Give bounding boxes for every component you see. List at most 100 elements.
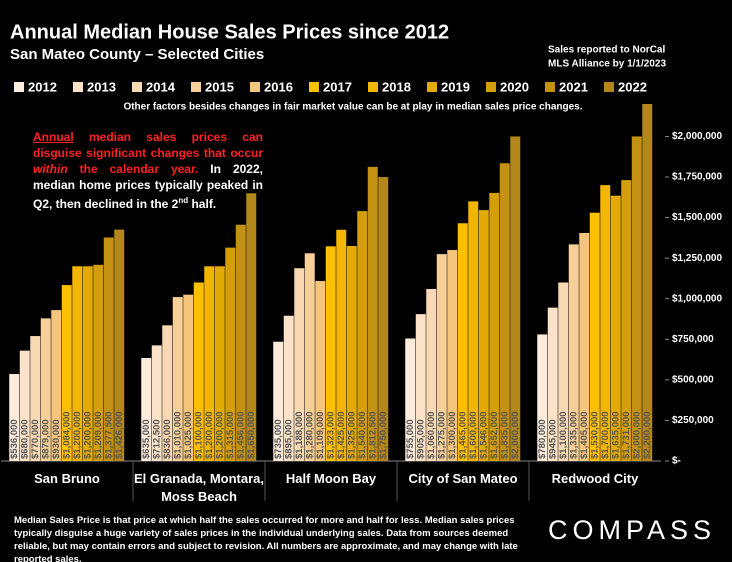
data-label: $945,000 — [548, 419, 559, 459]
bar — [172, 297, 183, 461]
y-tick-label: $250,000 — [672, 415, 714, 426]
bar — [478, 210, 489, 461]
bar — [558, 282, 569, 461]
data-label: $1,200,000 — [204, 411, 215, 459]
legend-swatch — [309, 82, 319, 92]
bar — [415, 314, 426, 461]
bar — [405, 338, 416, 461]
bar — [204, 266, 215, 461]
annotation-text: median sales prices can disguise signifi… — [33, 130, 263, 160]
data-label: $895,000 — [284, 419, 295, 459]
annotation-text: Annual — [33, 130, 74, 144]
bar — [304, 253, 315, 461]
bar — [346, 245, 357, 461]
legend-label: 2015 — [205, 79, 234, 94]
legend-label: 2017 — [323, 79, 352, 94]
bar — [225, 247, 236, 461]
bar — [468, 201, 479, 461]
bar — [447, 250, 458, 461]
bar — [489, 192, 500, 461]
legend-swatch — [250, 82, 260, 92]
data-label: $1,335,000 — [569, 411, 580, 459]
data-label: $1,188,000 — [294, 411, 305, 459]
bar — [336, 229, 347, 461]
bar — [537, 334, 548, 461]
legend-swatch — [486, 82, 496, 92]
legend-label: 2013 — [87, 79, 116, 94]
data-label: $1,750,000 — [378, 411, 389, 459]
bar — [51, 310, 62, 461]
bar — [642, 104, 653, 461]
bar — [378, 177, 389, 462]
y-tick-label: $1,250,000 — [672, 253, 722, 264]
y-tick-label: $2,000,000 — [672, 131, 722, 142]
annotation-text: nd — [178, 196, 189, 205]
legend-label: 2022 — [618, 79, 647, 94]
y-tick-label: $- — [672, 456, 681, 467]
y-tick-label: $1,000,000 — [672, 293, 722, 304]
data-label: $1,209,000 — [93, 411, 104, 459]
data-label: $1,100,000 — [194, 411, 205, 459]
data-label: $1,540,000 — [357, 411, 368, 459]
bar — [610, 195, 621, 462]
x-tick-label: El Granada, Montara, Moss Beach — [133, 471, 265, 504]
annotation-text: half. — [188, 197, 217, 211]
chart-title: Annual Median House Sales Prices since 2… — [10, 21, 449, 43]
bar — [589, 212, 600, 461]
data-label: $1,200,000 — [72, 411, 83, 459]
data-label: $1,405,000 — [579, 411, 590, 459]
data-label: $1,600,000 — [468, 411, 479, 459]
y-tick-label: $1,750,000 — [672, 172, 722, 183]
bar — [457, 223, 468, 461]
data-label: $1,700,000 — [600, 411, 611, 459]
data-label: $1,546,000 — [479, 411, 490, 459]
legend-label: 2012 — [28, 79, 57, 94]
x-tick-label: Half Moon Bay — [285, 471, 377, 486]
bar — [283, 315, 294, 461]
bar — [183, 294, 194, 461]
legend-swatch — [545, 82, 555, 92]
data-label: $1,060,000 — [426, 411, 437, 459]
data-label: $1,835,000 — [500, 411, 511, 459]
bar — [367, 166, 378, 461]
bar — [30, 336, 41, 461]
data-label: $836,000 — [162, 419, 173, 459]
legend-swatch — [132, 82, 142, 92]
legend-label: 2020 — [500, 79, 529, 94]
data-label: $930,000 — [51, 419, 62, 459]
source-note: MLS Alliance by 1/1/2023 — [548, 59, 666, 70]
data-label: $680,000 — [20, 419, 31, 459]
data-label: $1,650,000 — [246, 411, 257, 459]
data-label: $905,000 — [416, 419, 427, 459]
data-label: $1,635,000 — [611, 411, 622, 459]
bar — [621, 180, 632, 462]
annotation-text: In 2022, median home prices typically pe… — [33, 162, 263, 211]
data-label: $1,010,000 — [173, 411, 184, 459]
legend-label: 2019 — [441, 79, 470, 94]
bar — [499, 163, 510, 461]
legend-swatch — [73, 82, 83, 92]
bar — [193, 282, 204, 461]
legend-swatch — [191, 82, 201, 92]
bar — [114, 229, 125, 461]
data-label: $1,812,500 — [368, 411, 379, 459]
bar — [631, 136, 642, 462]
bar — [568, 244, 579, 461]
bar — [294, 268, 305, 461]
data-label: $1,652,000 — [489, 411, 500, 459]
bar — [436, 254, 447, 461]
bar — [600, 185, 611, 462]
data-label: $1,280,000 — [305, 411, 316, 459]
bar — [325, 246, 336, 461]
bar — [141, 357, 152, 461]
bar — [93, 264, 104, 461]
bar — [547, 307, 558, 461]
bar — [103, 237, 114, 461]
x-tick-label: San Bruno — [34, 471, 100, 486]
data-label: $712,500 — [152, 419, 163, 459]
data-label: $1,456,000 — [236, 411, 247, 459]
y-tick-label: $750,000 — [672, 334, 714, 345]
data-label: $1,315,000 — [225, 411, 236, 459]
data-label: $1,530,000 — [590, 411, 601, 459]
